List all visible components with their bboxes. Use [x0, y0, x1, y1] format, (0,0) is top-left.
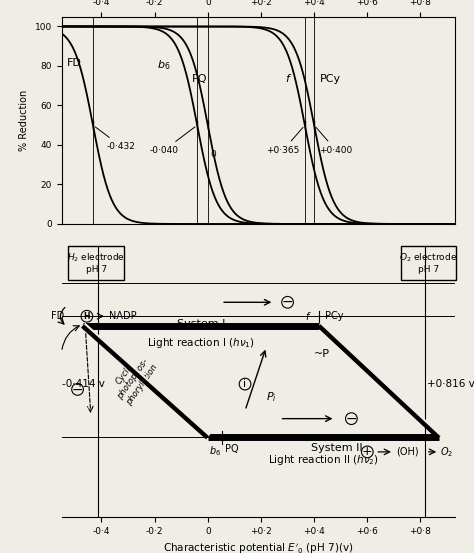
Text: -0·432: -0·432	[95, 127, 136, 151]
Text: System II: System II	[311, 442, 363, 452]
Text: $O_2$: $O_2$	[440, 445, 454, 459]
Text: $f$: $f$	[305, 310, 311, 322]
FancyBboxPatch shape	[68, 246, 124, 280]
Text: −: −	[282, 295, 293, 309]
Text: PCy: PCy	[325, 311, 343, 321]
Text: i: i	[244, 379, 246, 389]
Text: $b_6$: $b_6$	[157, 58, 171, 72]
Text: $P_i$: $P_i$	[266, 390, 277, 404]
Text: $H_2$ electrode: $H_2$ electrode	[67, 252, 125, 264]
Text: NADP: NADP	[109, 311, 137, 321]
Text: $f$: $f$	[285, 72, 292, 84]
Text: PQ: PQ	[192, 74, 207, 84]
Text: 0: 0	[210, 150, 216, 159]
Text: PQ: PQ	[225, 444, 239, 454]
Text: -0·040: -0·040	[149, 127, 195, 155]
Text: FD: FD	[67, 58, 82, 68]
Text: pH 7: pH 7	[86, 265, 107, 274]
Text: (OH): (OH)	[397, 447, 419, 457]
Text: +: +	[362, 445, 373, 458]
Text: FD: FD	[51, 311, 64, 321]
Text: Light reaction I ($h\nu_1$): Light reaction I ($h\nu_1$)	[147, 336, 255, 350]
Y-axis label: % Reduction: % Reduction	[19, 90, 29, 151]
Text: System I: System I	[177, 319, 225, 329]
X-axis label: Characteristic potential $E'_0$ (pH 7)(v): Characteristic potential $E'_0$ (pH 7)(v…	[163, 541, 354, 553]
Text: -0·414 v: -0·414 v	[62, 379, 104, 389]
Text: $O_2$ electrode: $O_2$ electrode	[399, 252, 457, 264]
Text: +0·816 v: +0·816 v	[428, 379, 474, 389]
Text: −: −	[72, 382, 83, 397]
Text: H: H	[83, 312, 90, 321]
Text: $b_6$: $b_6$	[209, 444, 221, 458]
Text: Light reaction II ($h\nu_2$): Light reaction II ($h\nu_2$)	[268, 453, 379, 467]
Text: +0·400: +0·400	[316, 127, 353, 155]
Text: ~P: ~P	[314, 349, 330, 359]
Text: PCy: PCy	[319, 74, 341, 84]
Text: −: −	[346, 411, 357, 426]
Text: +0·365: +0·365	[266, 127, 303, 155]
Text: Cyclic
photophos-
phorylation: Cyclic photophos- phorylation	[108, 351, 159, 407]
FancyBboxPatch shape	[401, 246, 456, 280]
Text: pH 7: pH 7	[418, 265, 439, 274]
